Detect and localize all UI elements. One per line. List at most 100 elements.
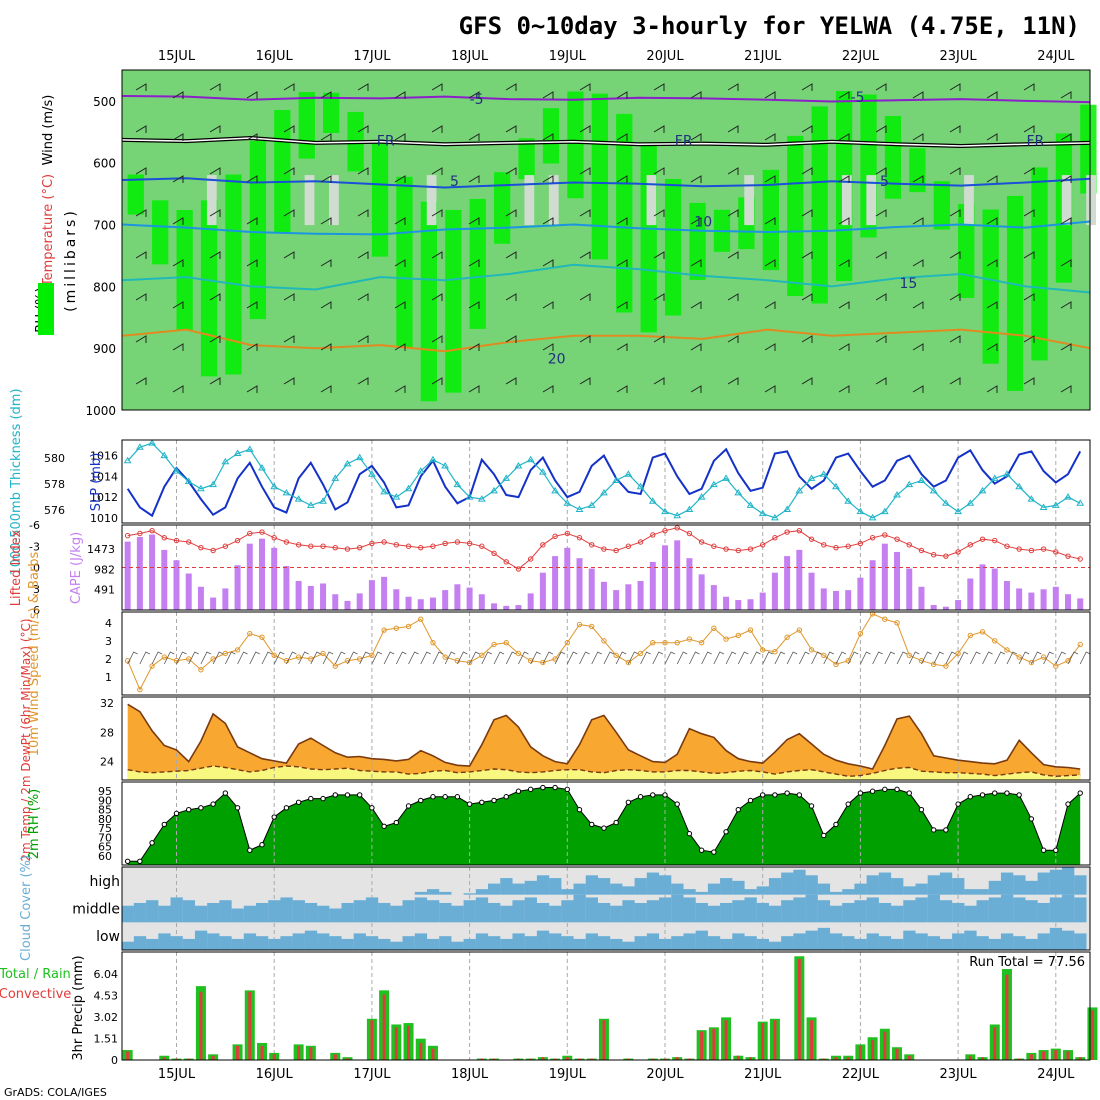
- thickness-point: [392, 493, 401, 500]
- surface-wind-barb: [603, 651, 615, 665]
- cloud-cell-low: [768, 941, 782, 950]
- wind-point: [723, 636, 729, 642]
- cloud-cell-low: [341, 938, 354, 950]
- cape-bar: [344, 600, 351, 610]
- upper-wind-barb: [801, 377, 813, 385]
- upper-wind-barb: [875, 293, 887, 301]
- wind-point: [1028, 659, 1035, 666]
- upper-wind-barb: [209, 251, 221, 259]
- precip-convective-bar: [761, 1023, 765, 1060]
- cloud-cell-high: [414, 891, 428, 895]
- upper-wind-barb: [357, 83, 369, 91]
- thickness-point: [490, 486, 498, 494]
- surface-wind-barb: [542, 651, 554, 665]
- rh2m-point: [198, 805, 204, 811]
- cloud-cell-low: [964, 930, 977, 950]
- upper-wind-barb: [579, 251, 591, 259]
- precip-convective-bar: [981, 1057, 985, 1060]
- upper-wind-barb: [764, 217, 776, 225]
- upper-wind-barb: [209, 125, 221, 133]
- cloud-cell-high: [976, 889, 989, 895]
- surface-wind-barb: [774, 651, 786, 665]
- cloud-cell-middle: [976, 900, 989, 923]
- surface-wind-barb: [908, 651, 920, 665]
- surface-wind-barb: [1043, 651, 1054, 665]
- cloud-cell-low: [610, 938, 623, 950]
- rh-moist-patch: [591, 93, 609, 260]
- rh2m-point: [418, 797, 424, 804]
- upper-wind-barb: [801, 167, 813, 175]
- cloud-cell-middle: [243, 905, 257, 923]
- upper-wind-barb: [801, 83, 813, 91]
- surface-wind-barb: [1006, 651, 1018, 665]
- precip-convective-bar: [407, 1025, 411, 1060]
- upper-wind-barb: [690, 259, 702, 267]
- rh2m-point: [149, 840, 155, 846]
- rh2m-point: [527, 786, 534, 793]
- precip-convective-bar: [810, 1020, 814, 1060]
- cloud-cell-middle: [903, 900, 916, 923]
- wind-point: [698, 639, 705, 646]
- rh-moist-patch: [176, 210, 193, 330]
- contour-label: FR: [675, 133, 693, 149]
- cloud-cell-high: [561, 889, 574, 895]
- cloud-cell-low: [158, 933, 171, 950]
- li-point: [930, 552, 937, 558]
- surface-wind-barb: [224, 651, 236, 665]
- li-point: [405, 543, 412, 549]
- precip-tick: 3.02: [94, 1011, 119, 1024]
- upper-wind-barb: [764, 385, 776, 393]
- cape-bar: [955, 600, 962, 610]
- upper-wind-barb: [727, 335, 739, 343]
- date-label-top: 18JUL: [451, 49, 489, 64]
- wind-point: [845, 658, 851, 664]
- pressure-tick: 900: [93, 342, 116, 356]
- date-label-bottom: 18JUL: [451, 1067, 489, 1082]
- cloud-cell-middle: [585, 897, 599, 923]
- wind-tick: 3: [105, 635, 112, 648]
- thickness-point: [148, 439, 156, 446]
- cloud-cell-high: [1037, 872, 1050, 895]
- cape-bar: [967, 578, 974, 610]
- upper-wind-barb: [653, 167, 665, 175]
- cloud-cell-high: [952, 878, 965, 895]
- upper-wind-barb: [1023, 167, 1035, 175]
- surface-wind-barb: [835, 651, 847, 665]
- rh-moist-patch: [567, 91, 584, 199]
- upper-wind-barb: [468, 175, 480, 183]
- cape-bar: [808, 572, 815, 610]
- surface-wind-barb: [615, 651, 627, 665]
- wind-point: [821, 652, 827, 659]
- upper-wind-barb: [801, 209, 813, 217]
- rh2m-point: [161, 821, 167, 828]
- cape-bar: [686, 558, 693, 610]
- thickness-point: [673, 511, 682, 519]
- surface-wind-barb: [896, 651, 908, 665]
- rh-moist-patch: [371, 143, 389, 257]
- cloud-cell-low: [194, 930, 208, 950]
- cloud-cell-low: [976, 936, 989, 950]
- li-point: [1040, 546, 1047, 552]
- rh2m-point: [784, 790, 790, 796]
- precip-convective-bar: [993, 1027, 997, 1060]
- precip-convective-bar: [419, 1042, 423, 1060]
- surface-wind-barb: [359, 651, 370, 665]
- cape-bar: [771, 572, 778, 610]
- isotherm-10: [121, 220, 1091, 236]
- upper-wind-barb: [727, 83, 739, 91]
- li-point: [796, 527, 803, 534]
- thickness-point: [453, 480, 462, 488]
- series-line-wind: [127, 613, 1081, 691]
- thickness-point: [722, 474, 730, 481]
- upper-wind-barb: [357, 293, 369, 301]
- cape-bar: [136, 537, 143, 610]
- surface-wind-barb: [750, 651, 761, 665]
- panel-frame-3: [121, 611, 1091, 696]
- rh-moist-patch: [542, 108, 560, 164]
- rh2m-point: [869, 788, 876, 794]
- upper-wind-barb: [246, 301, 258, 309]
- rh2m-point: [479, 799, 485, 805]
- upper-wind-barb: [172, 301, 184, 309]
- isotherm-15: [121, 263, 1091, 294]
